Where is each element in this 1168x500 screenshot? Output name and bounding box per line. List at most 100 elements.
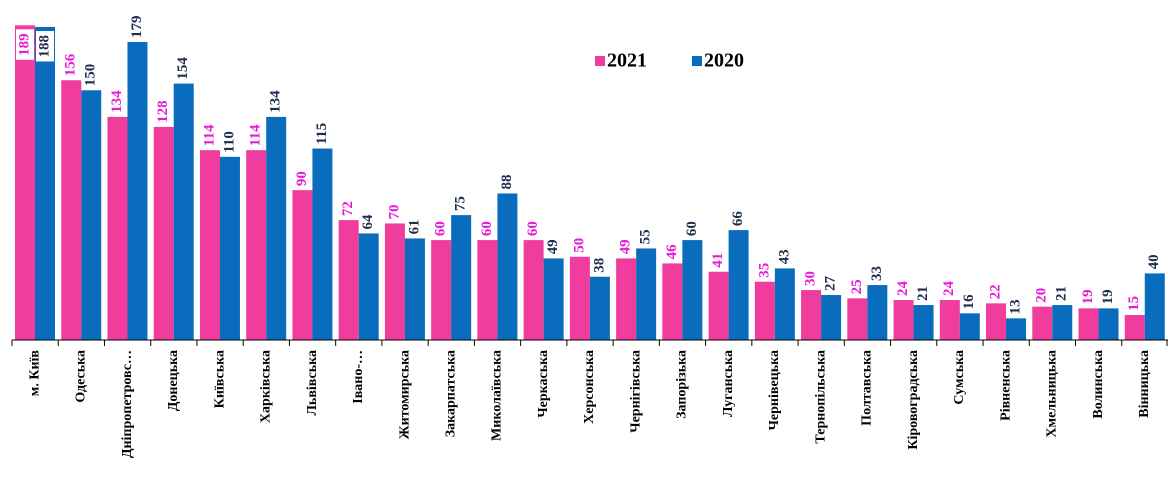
bar [173,83,194,340]
x-tick-label: Вінницька [1137,350,1152,418]
data-label: 179 [129,15,145,38]
bar [246,150,267,340]
data-label: 66 [730,211,746,227]
data-label: 75 [453,196,469,211]
data-label: 189 [16,33,32,56]
label-box [36,30,54,62]
data-label: 60 [525,221,541,236]
bar [266,116,287,340]
bar [477,240,498,340]
bar [543,258,564,340]
bar [81,90,102,340]
data-label: 60 [684,221,700,236]
data-label: 19 [1080,289,1096,304]
data-label: 60 [433,221,449,236]
data-label: 43 [776,249,792,264]
data-label: 30 [803,271,819,286]
bar [728,230,749,340]
data-label: 38 [591,258,607,273]
x-tick-label: Миколаївська [490,350,505,441]
legend-label: 2020 [704,50,744,72]
bar [708,271,729,340]
bar [867,285,888,340]
bar [338,220,359,340]
x-tick-label: Львівська [305,350,320,416]
x-tick-label: Київська [212,350,227,408]
bar [893,300,914,340]
bar [1032,306,1053,340]
bar [431,240,452,340]
data-label: 16 [961,294,977,310]
x-tick-label: Тернопільська [813,350,828,444]
x-tick-label: Херсонська [582,350,597,424]
data-label: 55 [638,229,654,244]
bar [774,268,795,340]
data-label: 27 [823,276,839,292]
data-label: 90 [294,171,310,186]
bar [616,258,637,340]
data-label: 46 [664,244,680,260]
data-label: 156 [63,53,79,76]
bar [636,248,657,340]
data-label: 40 [1146,254,1162,269]
data-label: 150 [83,64,99,87]
x-tick-label: Чернівецька [767,350,782,430]
data-label: 115 [314,123,330,145]
x-tick-label: Кіровоградська [906,350,921,450]
bar [1052,305,1073,340]
bar [754,281,775,340]
data-label: 64 [360,214,376,230]
x-tick-label: Дніпропетровс… [120,350,135,458]
bar [312,148,333,340]
x-tick-label: Сумська [952,350,967,405]
bar [1098,308,1119,340]
data-label: 61 [406,219,422,234]
bar [589,276,610,340]
x-tick-label: Рівненська [998,350,1013,421]
bar [107,116,128,340]
x-tick-label: Харківська [259,350,274,423]
x-tick-label: Житомирська [397,350,412,439]
data-label: 70 [386,204,402,219]
bar [801,290,822,340]
x-tick-label: м. Київ [27,350,42,397]
data-label: 154 [175,57,191,80]
bar [959,313,980,340]
data-label: 33 [869,266,885,281]
bar [35,26,55,340]
bar [497,193,518,340]
data-label: 134 [268,90,284,113]
bar [404,238,425,340]
x-tick-label: Волинська [1091,350,1106,419]
data-label: 49 [618,239,634,254]
bar [292,190,313,340]
bar [15,25,35,340]
data-label: 60 [479,221,495,236]
legend-swatch [595,56,605,66]
data-label: 24 [941,281,957,297]
data-label: 188 [36,35,52,58]
x-tick-label: Луганська [721,350,736,417]
bar [821,295,842,340]
label-box [16,29,34,60]
data-label: 13 [1007,299,1023,314]
data-label: 128 [155,100,171,123]
data-label: 114 [201,124,217,146]
data-label: 25 [849,279,865,294]
bar [358,233,379,340]
data-label: 49 [545,239,561,254]
bar [662,263,683,340]
bar [523,240,544,340]
bar [61,80,82,340]
bar [384,223,405,340]
bar [569,256,590,340]
data-label: 15 [1126,296,1142,311]
data-label: 72 [340,201,356,216]
data-label: 21 [1054,286,1070,301]
bar [219,156,240,340]
bar [682,240,703,340]
data-label: 114 [248,124,264,146]
bar [199,150,220,340]
bar [127,41,148,341]
bar [939,300,960,340]
